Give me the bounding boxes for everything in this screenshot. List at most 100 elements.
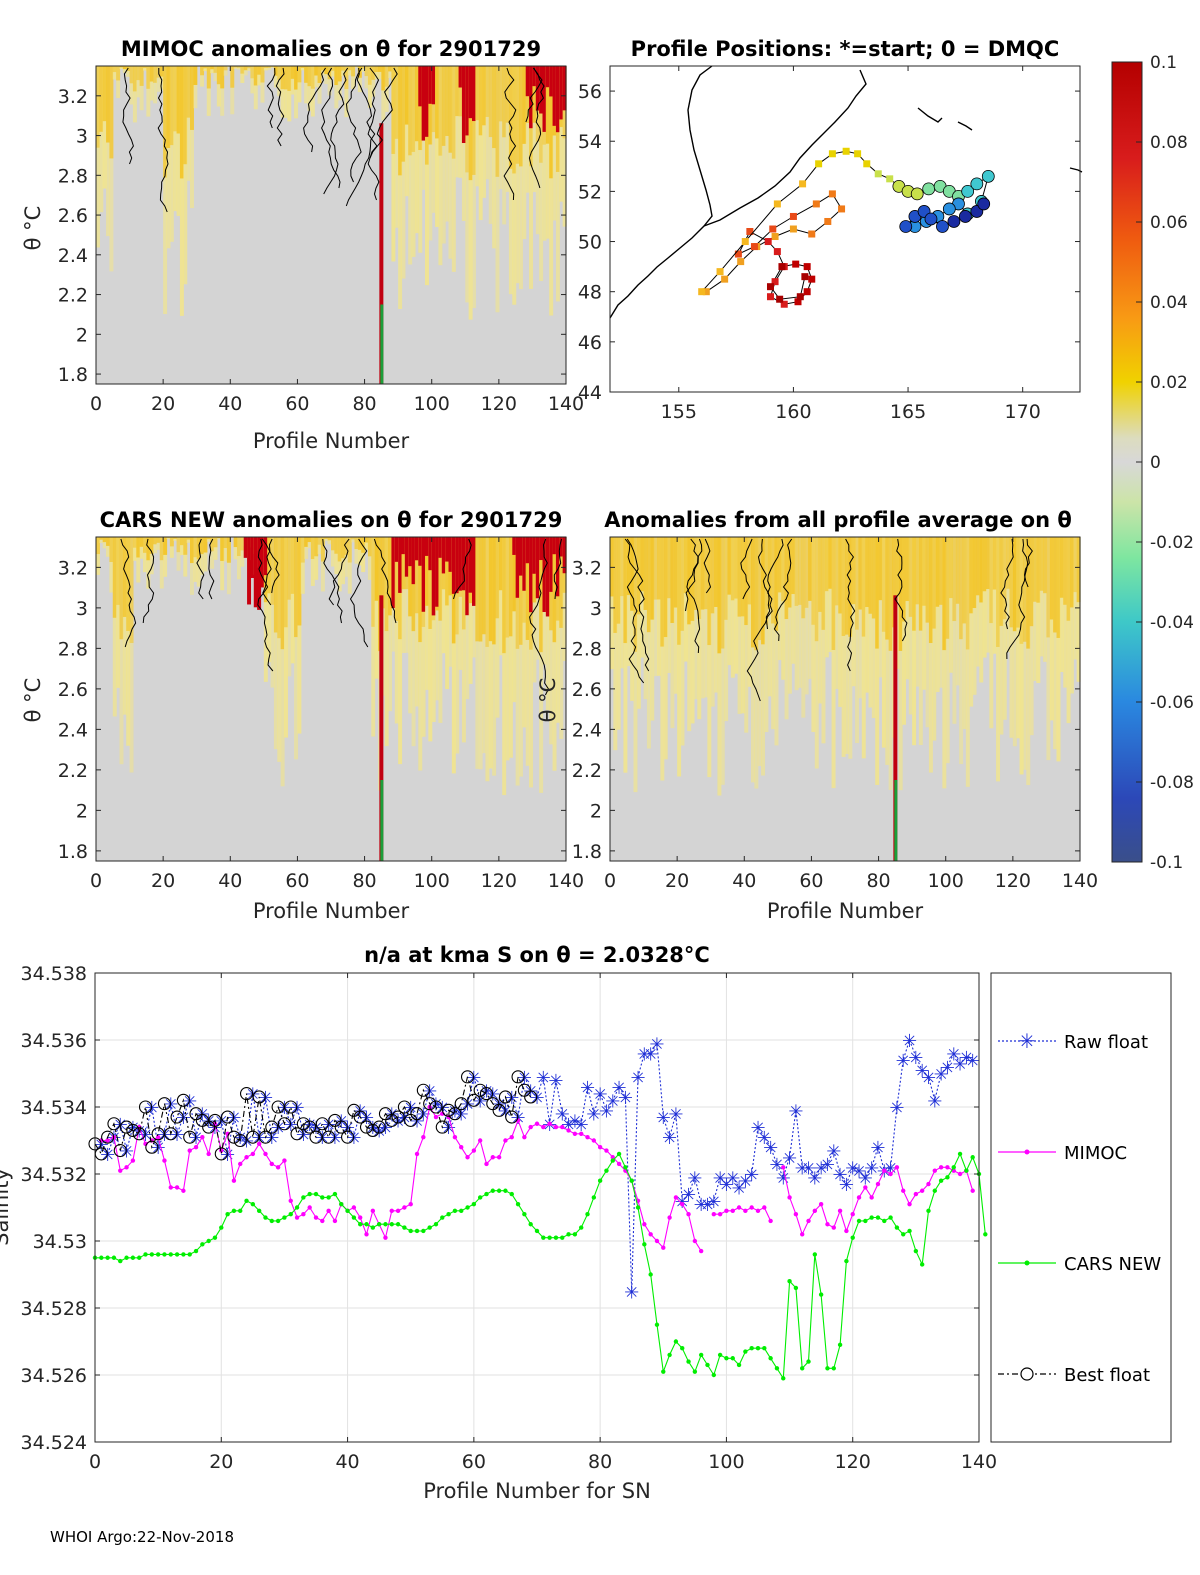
cars-point [983,1232,988,1237]
anomaly-cell-warmer [962,537,967,624]
anomaly-cell-warm [200,66,205,87]
anomaly-cell-warmer [307,66,312,87]
track-point-square [808,275,816,283]
track-point-square [780,300,788,308]
positions-ytick-label: 54 [578,131,602,153]
anomaly-cell-warmer [297,66,302,83]
mimoc-point [307,1205,312,1210]
track-point-square [799,180,807,188]
anomaly-cell-warmer [132,537,137,548]
anomaly-cell-warm [367,66,372,108]
anomaly-cell-warm [922,537,927,690]
anomaly-cell-warm [636,537,641,709]
best-float-point [176,1093,190,1107]
anomaly-cell-warm [213,66,218,82]
raw-float-point: ✳ [864,1158,879,1179]
anomaly-cell-warmer [955,537,960,604]
anomaly-cell-warm [1056,537,1061,762]
anomaly-cell-warmer [116,66,121,81]
mimoc-point [762,1205,767,1210]
anomaly-cell-warmer [1056,537,1061,638]
best-float-point [296,1117,310,1131]
anomaly-cell-warm [529,537,534,788]
anomaly-cell-warmer [230,66,235,88]
anomaly-cell-warmer [492,537,497,645]
mimoc-point [787,1195,792,1200]
positions-ytick-label: 48 [578,282,602,304]
anomaly-cell-warm [220,537,225,591]
anomaly-cell-warmer [183,537,188,555]
anomaly-contour [686,538,703,654]
anomaly-cell-warmer [122,537,127,617]
anomaly-cell-warm [515,66,520,284]
anomaly-cell-warm [522,66,527,240]
anomaly-cell-warm [975,537,980,667]
anomaly-cell-warm [156,537,161,550]
cars-point [465,1205,470,1210]
anomaly-cell-warm [331,537,335,567]
anomaly-cell-warmer [502,66,507,138]
anomaly-cell-warmer [757,537,762,641]
anomaly-cell-warm [404,537,409,653]
colorbar-tick-label: -0.06 [1150,693,1194,713]
anomaly-cell-warmer [317,66,322,83]
anomaly-cell-warm [220,66,225,116]
raw-float-point: ✳ [908,1048,923,1069]
raw-float-point: ✳ [612,1078,627,1099]
cars-point [623,1165,628,1170]
best-float-point [284,1100,298,1114]
anomaly-cell-hot [472,537,476,606]
cars-point [863,1218,868,1224]
anomaly-cell-warm [1069,537,1074,694]
salinity-xtick-label: 40 [335,1451,359,1473]
anomaly-cell-warmer [475,66,480,121]
anomaly-cell-warm [787,537,792,694]
mimoc-anomaly-field [96,66,567,385]
anomaly-cell-warmer [468,66,473,181]
track-point-square [746,228,754,236]
anomaly-cell-warm [461,66,466,221]
anomaly-cell-warm [670,537,675,729]
anomaly-cell-warmer [398,66,403,176]
mimoc-title: MIMOC anomalies on θ for 2901729 [121,37,541,61]
mimoc-point [926,1181,931,1187]
anomaly-cell-warm [102,66,107,189]
anomaly-cell-warm [724,537,729,722]
legend-best-marker [1020,1367,1034,1381]
anomaly-cell-warm [320,537,325,592]
mimoc-point [206,1151,211,1157]
anomaly-cell-hot [414,537,419,561]
anomaly-cell-warmer [1039,537,1044,591]
anomaly-cell-warm [139,537,144,559]
anomaly-cell-warmer [408,66,413,156]
mimoc-point [907,1201,912,1207]
mimoc-point [256,1141,262,1147]
track-point-square [702,288,710,296]
anomaly-cell-warmer [613,537,618,633]
raw-float-point: ✳ [896,1051,911,1072]
anomaly-cell-hot [562,66,567,111]
mimoc-point [534,1121,540,1126]
raw-float-point: ✳ [870,1138,885,1159]
mimoc-ytick-label: 2 [76,324,88,346]
anomaly-cell-warm [861,537,866,759]
track-point-square [750,243,758,251]
track-point-dmqc [910,187,924,201]
anomaly-cell-warmer [834,537,839,606]
mimoc-point [579,1131,584,1137]
mimoc-point [616,1161,622,1167]
anomaly-cell-warmer [270,537,275,605]
anomaly-cell-hot [559,66,564,120]
mimoc-point [484,1161,489,1167]
cars-point [698,1352,704,1358]
mimoc-xtick-label: 40 [218,393,242,415]
avg-xtick-label: 40 [732,870,756,892]
anomaly-cell-warm [824,537,829,658]
anomaly-cell-warmer [559,537,564,628]
avg-ytick-label: 1.8 [572,841,602,863]
mimoc-ytick-label: 2.2 [58,285,88,307]
best-float-point [473,1083,487,1097]
anomaly-cell-warmer [902,537,907,622]
anomaly-cell-warm [448,537,453,667]
anomaly-cell-warm [613,537,618,751]
